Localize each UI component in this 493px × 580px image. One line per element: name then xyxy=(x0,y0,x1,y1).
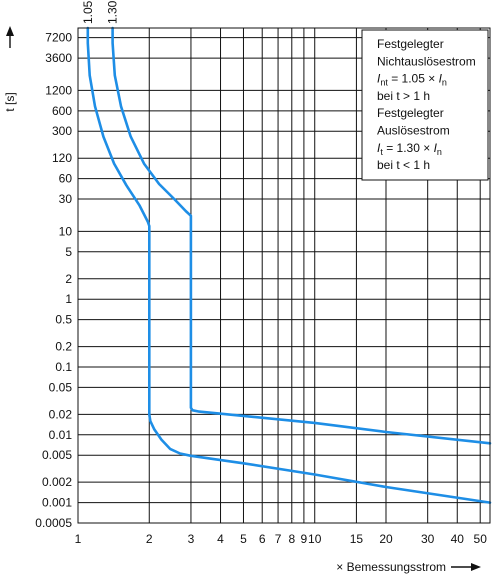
x-tick-label: 1 xyxy=(75,532,82,546)
x-tick-label: 7 xyxy=(275,532,282,546)
x-tick-label: 9 xyxy=(301,532,308,546)
y-tick-label: 0.5 xyxy=(55,313,72,327)
curves xyxy=(86,26,492,504)
x-tick-label: 30 xyxy=(421,532,435,546)
y-tick-label: 0.1 xyxy=(55,360,72,374)
curve-line-2 xyxy=(111,26,492,445)
x-tick-label: 6 xyxy=(259,532,266,546)
legend-line: Festgelegter xyxy=(377,37,444,51)
y-tick-label: 600 xyxy=(52,104,72,118)
y-tick-label: 0.2 xyxy=(55,340,72,354)
y-tick-label: 3600 xyxy=(45,51,72,65)
x-tick-label: 10 xyxy=(308,532,322,546)
plot-frame xyxy=(77,27,491,524)
x-axis-title: × Bemessungsstrom xyxy=(336,560,446,574)
y-tick-label: 0.02 xyxy=(49,407,73,421)
y-tick-label: 10 xyxy=(59,224,73,238)
legend-line: Auslösestrom xyxy=(377,124,450,138)
curve-top-labels: 1.05 1.30 xyxy=(81,0,120,24)
x-tick-label: 2 xyxy=(146,532,153,546)
legend-box xyxy=(361,29,489,181)
y-tick-labels: 0.0005 0.001 0.002 0.005 0.01 0.02 0.05 0.1 0.2 0… xyxy=(35,31,72,530)
x-tick-label: 15 xyxy=(350,532,364,546)
y-tick-label: 120 xyxy=(52,151,72,165)
y-tick-label: 5 xyxy=(65,245,72,259)
legend: Festgelegter Nichtauslösestrom Int = 1.05 … xyxy=(377,37,476,172)
x-tick-label: 20 xyxy=(379,532,393,546)
y-tick-label: 2 xyxy=(65,272,72,286)
y-axis-title: t [s] xyxy=(3,92,17,111)
x-tick-label: 4 xyxy=(217,532,224,546)
legend-line: It = 1.30 × In xyxy=(377,141,442,157)
x-tick-label: 50 xyxy=(474,532,488,546)
curve-line-1 xyxy=(86,26,492,504)
y-tick-label: 30 xyxy=(59,192,73,206)
x-tick-label: 8 xyxy=(288,532,295,546)
y-tick-label: 0.01 xyxy=(49,428,73,442)
y-tick-label: 0.005 xyxy=(42,448,72,462)
y-tick-label: 0.0005 xyxy=(35,516,72,530)
x-tick-labels: 1 2 3 4 5 6 7 8 9 10 15 20 30 40 50 xyxy=(75,532,488,546)
curve-top-label: 1.05 xyxy=(81,0,95,24)
y-tick-label: 0.05 xyxy=(49,380,73,394)
x-tick-label: 3 xyxy=(188,532,195,546)
y-tick-label: 0.002 xyxy=(42,475,72,489)
curve-top-label: 1.30 xyxy=(106,0,120,24)
y-tick-label: 7200 xyxy=(45,31,72,45)
legend-line: Festgelegter xyxy=(377,106,444,120)
legend-line: Int = 1.05 × In xyxy=(377,72,447,88)
y-tick-label: 0.001 xyxy=(42,496,72,510)
y-tick-label: 60 xyxy=(59,172,73,186)
y-tick-label: 1200 xyxy=(45,83,72,97)
x-axis-arrow xyxy=(451,563,481,571)
x-tick-label: 5 xyxy=(240,532,247,546)
y-tick-label: 300 xyxy=(52,124,72,138)
y-axis-arrow xyxy=(6,26,14,48)
legend-line: Nichtauslösestrom xyxy=(377,54,476,68)
legend-line: bei t > 1 h xyxy=(377,89,430,103)
x-tick-label: 40 xyxy=(451,532,465,546)
legend-line: bei t < 1 h xyxy=(377,158,430,172)
y-tick-label: 1 xyxy=(65,292,72,306)
